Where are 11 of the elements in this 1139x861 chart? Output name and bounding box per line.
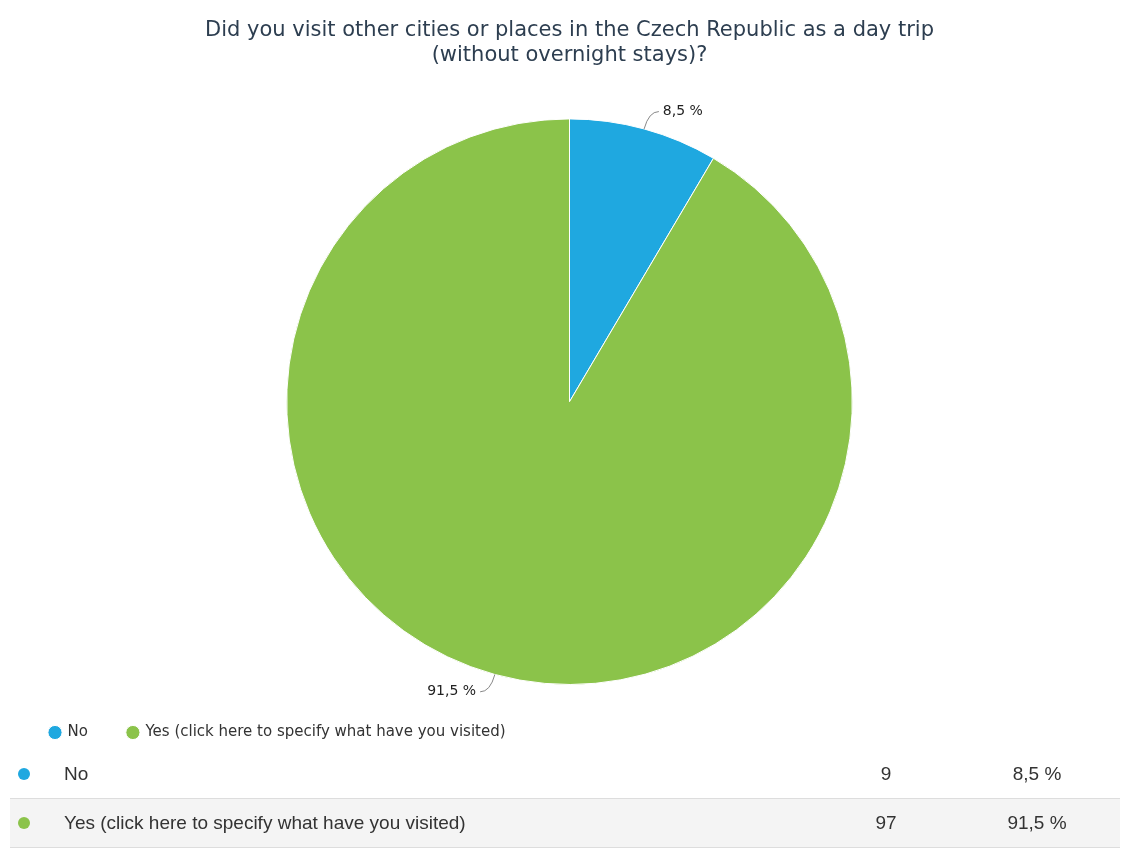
text: 9: [879, 762, 893, 786]
text: 97: [874, 811, 898, 835]
legend-label: No: [67, 722, 88, 741]
text: 8,5 %: [1012, 763, 1062, 784]
text: 91,5 %: [1007, 812, 1067, 833]
data-label: 8,5 %: [662, 102, 703, 119]
legend-label: Yes (click here to specify what have you visited): [144, 722, 506, 741]
category-label: Yes (click here to specify what have you visited): [64, 812, 466, 833]
category-label: No: [64, 763, 89, 784]
data-label: 91,5 %: [427, 682, 477, 699]
chart-title: Did you visit other cities or places in the Czech Republic as a day trip (without overnight stays)?: [205, 17, 934, 67]
